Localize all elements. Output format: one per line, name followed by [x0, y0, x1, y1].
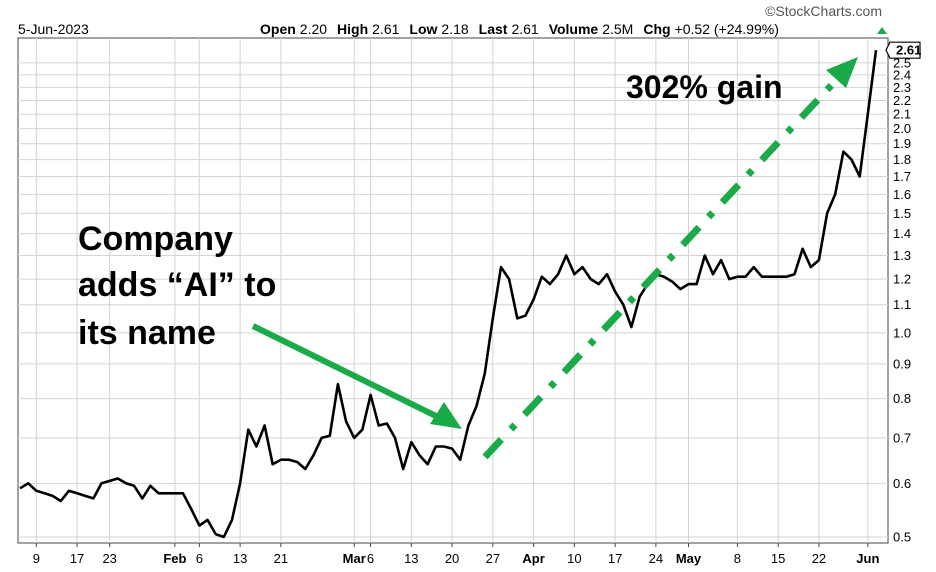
y-tick-label: 0.5: [893, 530, 911, 545]
x-tick-label: 22: [812, 551, 826, 566]
y-tick-label: 1.1: [893, 297, 911, 312]
x-tick-label: Feb: [163, 551, 186, 566]
plot-area: [17, 37, 889, 544]
y-tick-label: 1.7: [893, 169, 911, 184]
x-tick-label: 13: [233, 551, 247, 566]
x-axis: 9 17 23 Feb 6 13 21 Mar 6 13 20 27 Apr 10 17 24 May 8 15 22…: [33, 543, 879, 566]
x-tick-label: May: [676, 551, 702, 566]
annotation-line-2: adds “AI” to: [78, 266, 276, 304]
y-tick-label: 1.2: [893, 272, 911, 287]
y-tick-label: 1.9: [893, 136, 911, 151]
y-tick-label: 2.2: [893, 93, 911, 108]
x-tick-label: 17: [70, 551, 84, 566]
y-tick-label: 1.4: [893, 226, 911, 241]
y-axis: 0.5 0.6 0.7 0.8 0.9 1.0 1.1 1.2 1.3 1.4 1.5 1.6 1.7 1…: [893, 55, 911, 544]
header-stat-value: 2.61: [372, 21, 399, 37]
y-tick-label: 1.8: [893, 152, 911, 167]
header-stat-value: 2.20: [300, 21, 327, 37]
header-stat-label: Volume: [549, 21, 599, 37]
solid-arrow-head: [430, 402, 462, 429]
y-tick-label: 2.3: [893, 80, 911, 95]
annotation-arrows: [251, 57, 858, 460]
x-tick-label: 6: [367, 551, 374, 566]
y-tick-label: 0.6: [893, 476, 911, 491]
x-tick-label: Jun: [856, 551, 879, 566]
dashdot-arrow-head: [826, 57, 858, 88]
x-tick-label: 9: [33, 551, 40, 566]
x-tick-label: 24: [649, 551, 663, 566]
series-line-price: [19, 50, 878, 539]
header-stat-value: +0.52 (+24.99%): [675, 21, 779, 37]
y-tick-label: 0.7: [893, 430, 911, 445]
y-tick-label: 0.9: [893, 356, 911, 371]
header-stat-value: 2.5M: [602, 21, 633, 37]
header-stat-label: Low: [409, 21, 437, 37]
y-tick-label: 2.4: [893, 67, 911, 82]
x-tick-label: 27: [486, 551, 500, 566]
y-tick-label: 1.0: [893, 325, 911, 340]
x-tick-label: 20: [445, 551, 459, 566]
x-tick-label: 21: [274, 551, 288, 566]
y-tick-label: 2.1: [893, 107, 911, 122]
y-tick-label: 1.5: [893, 206, 911, 221]
x-tick-label: 8: [734, 551, 741, 566]
x-tick-label: 23: [102, 551, 116, 566]
y-tick-label: 1.3: [893, 248, 911, 263]
watermark: ©StockCharts.com: [765, 3, 882, 19]
header-stat-label: Last: [479, 21, 508, 37]
header-stat-label: High: [337, 21, 368, 37]
annotation-line-3: its name: [78, 314, 216, 352]
last-value-label: 2.61: [896, 43, 921, 58]
triangle-up-icon: [877, 27, 887, 34]
x-tick-label: Mar: [343, 551, 366, 566]
x-tick-label: 13: [404, 551, 418, 566]
y-tick-label: 2.0: [893, 121, 911, 136]
x-tick-label: 6: [196, 551, 203, 566]
header-date: 5-Jun-2023: [18, 21, 89, 37]
y-tick-label: 0.8: [893, 391, 911, 406]
y-tick-label: 1.6: [893, 187, 911, 202]
header-stat-value: 2.61: [511, 21, 538, 37]
header-stat-label: Chg: [643, 21, 670, 37]
x-tick-label: 10: [567, 551, 581, 566]
header-stat-label: Open: [260, 21, 296, 37]
last-value-marker: 2.61: [885, 41, 921, 59]
header-stat-value: 2.18: [441, 21, 468, 37]
grid-lines: [18, 38, 888, 543]
x-tick-label: Apr: [522, 551, 544, 566]
x-tick-label: 17: [608, 551, 622, 566]
header-stats: Open 2.20 High 2.61 Low 2.18 Last 2.61 Volume 2.5…: [260, 21, 779, 37]
y-tick-label: 2.5: [893, 55, 911, 70]
annotation-gain: 302% gain: [626, 69, 783, 105]
solid-arrow-shaft: [251, 323, 442, 421]
annotation-line-1: Company: [78, 220, 233, 258]
x-tick-label: 15: [771, 551, 785, 566]
